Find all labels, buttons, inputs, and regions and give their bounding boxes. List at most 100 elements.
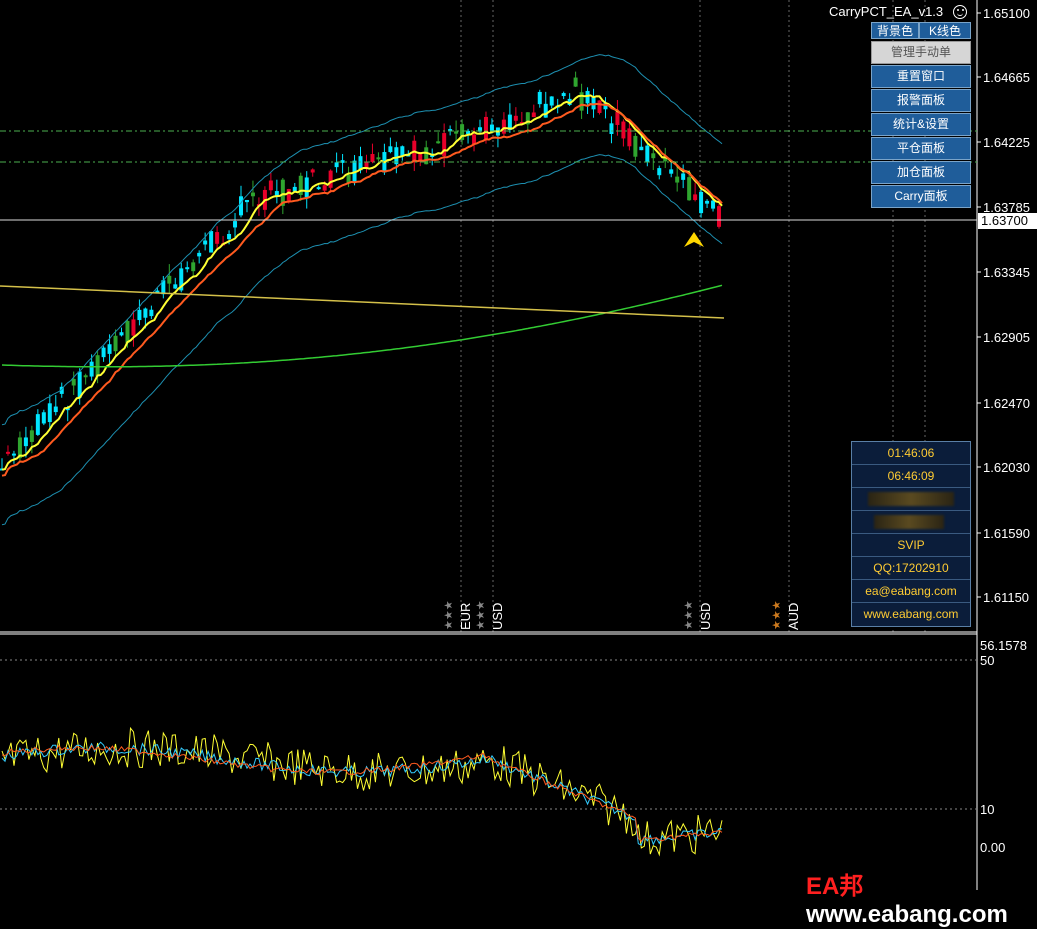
close-panel-button[interactable]: 平仓面板 xyxy=(871,137,971,160)
candle-body xyxy=(161,280,166,295)
long-ma-line xyxy=(0,285,725,319)
candle-body xyxy=(513,115,518,121)
candle-body xyxy=(699,191,704,214)
candle-body xyxy=(711,200,716,209)
candle-body xyxy=(89,361,94,377)
stoch-main-line xyxy=(1,726,723,857)
price-chart[interactable]: 1.65100 1.64665 1.64225 1.63785 1.63345 1.629… xyxy=(0,0,1037,901)
candle-body xyxy=(119,332,124,336)
carry-panel-button[interactable]: Carry面板 xyxy=(871,185,971,208)
candle-body xyxy=(424,147,429,165)
candle-body xyxy=(179,268,184,291)
candle-body xyxy=(394,147,399,165)
candle-body xyxy=(645,145,650,163)
fast-ma-line xyxy=(1,94,723,471)
candle-body xyxy=(197,252,202,257)
candle-body xyxy=(107,344,112,354)
reset-window-button[interactable]: 重置窗口 xyxy=(871,65,971,88)
candle-body xyxy=(591,96,596,110)
candle-body xyxy=(113,335,118,352)
candle-body xyxy=(543,103,548,118)
add-position-panel-button[interactable]: 加仓面板 xyxy=(871,161,971,184)
candle-body xyxy=(209,231,214,253)
candle-body xyxy=(215,232,220,244)
membership-level: SVIP xyxy=(852,534,970,557)
candle-body xyxy=(227,233,232,240)
candle-body xyxy=(483,116,488,140)
candle-body xyxy=(95,355,100,377)
candle-body xyxy=(35,414,40,435)
stoch-signal-line xyxy=(1,741,723,846)
candle-body xyxy=(454,131,459,134)
price-tick-label: 1.63345 xyxy=(983,265,1030,280)
oscillator-tick-label: 0.00 xyxy=(980,840,1005,855)
candle-body xyxy=(143,308,148,318)
qq-contact: QQ:17202910 xyxy=(852,557,970,580)
candle-body xyxy=(5,451,10,454)
price-tick-label: 1.65100 xyxy=(983,6,1030,21)
candle-body xyxy=(681,173,686,180)
price-tick-label: 1.64665 xyxy=(983,70,1030,85)
bollinger-lower xyxy=(1,154,723,526)
candle-body xyxy=(603,103,608,110)
candle-body xyxy=(298,175,303,195)
candle-body xyxy=(633,135,638,157)
alert-panel-button[interactable]: 报警面板 xyxy=(871,89,971,112)
candle-body xyxy=(675,176,680,183)
candle-body xyxy=(418,152,423,161)
candle-body xyxy=(244,199,249,203)
candle-body xyxy=(561,93,566,97)
candle-body xyxy=(155,290,160,293)
candle-body xyxy=(185,267,190,270)
candle-body xyxy=(663,156,668,162)
manage-manual-orders-button[interactable]: 管理手动单 xyxy=(871,41,971,64)
candle-body xyxy=(627,128,632,147)
candle-body xyxy=(322,185,327,191)
signal-arrow-icon xyxy=(684,232,704,247)
candle-body xyxy=(11,453,16,456)
candle-body xyxy=(233,221,238,228)
candle-body xyxy=(137,309,142,321)
candle-body xyxy=(364,162,369,168)
candle-body xyxy=(400,146,405,156)
candle-body xyxy=(489,124,494,131)
candle-body xyxy=(23,437,28,447)
candle-body xyxy=(125,320,130,344)
candle-body xyxy=(101,347,106,358)
candle-body xyxy=(549,96,554,106)
candle-body xyxy=(687,177,692,201)
candle-body xyxy=(597,100,602,113)
background-color-button[interactable]: 背景色 xyxy=(871,22,919,39)
candle-body xyxy=(370,154,375,162)
candle-body xyxy=(191,262,196,272)
candle-body xyxy=(639,146,644,151)
news-label: AUD xyxy=(786,603,801,630)
oscillator-tick-label: 56.1578 xyxy=(980,638,1027,653)
news-label: EUR xyxy=(458,603,473,630)
candle-body xyxy=(304,177,309,198)
candle-body xyxy=(47,403,52,423)
candle-body xyxy=(585,90,590,104)
candle-body xyxy=(203,240,208,245)
candle-body xyxy=(621,121,626,139)
oscillator-tick-label: 10 xyxy=(980,802,994,817)
smiley-icon xyxy=(953,5,967,19)
candle-body xyxy=(358,156,363,171)
candle-body xyxy=(167,275,172,284)
candle-body xyxy=(376,157,381,160)
candle-body xyxy=(280,179,285,206)
candle-body xyxy=(567,98,572,105)
candle-color-button[interactable]: K线色 xyxy=(919,22,971,39)
redacted-field-1 xyxy=(852,488,970,511)
candle-body xyxy=(448,129,453,132)
price-tick-label: 1.62470 xyxy=(983,396,1030,411)
watermark-brand: EA邦 xyxy=(806,873,864,900)
email-contact: ea@eabang.com xyxy=(852,580,970,603)
candle-body xyxy=(466,130,471,134)
candle-body xyxy=(573,77,578,87)
local-time: 06:46:09 xyxy=(852,465,970,488)
news-star-icon: ★★★ xyxy=(475,600,487,630)
candle-body xyxy=(460,124,465,141)
stats-settings-button[interactable]: 统计&设置 xyxy=(871,113,971,136)
candle-body xyxy=(531,112,536,118)
